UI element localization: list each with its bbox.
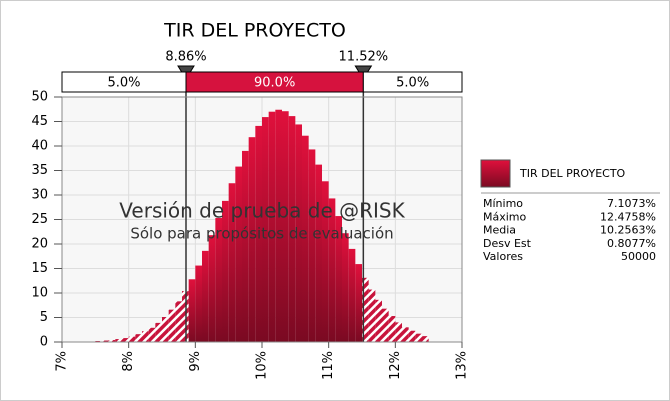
stat-value: 50000 — [621, 250, 656, 263]
bar — [402, 327, 409, 342]
bar — [322, 181, 329, 342]
bar — [228, 183, 236, 342]
bar — [328, 198, 336, 342]
region-band — [362, 71, 463, 93]
stat-value: 12.4758% — [600, 210, 656, 223]
y-tick-label: 15 — [31, 261, 48, 276]
stat-label: Desv Est — [483, 237, 532, 250]
bar — [315, 164, 322, 342]
x-tick-label: 13% — [455, 351, 470, 380]
bar — [355, 264, 362, 342]
y-tick-label: 30 — [31, 188, 48, 203]
bar — [282, 111, 289, 343]
y-tick-label: 25 — [31, 212, 48, 227]
bar — [122, 338, 129, 342]
bar — [308, 149, 316, 342]
delimiter-label: 8.86% — [165, 50, 206, 65]
bar — [368, 289, 376, 342]
bar — [382, 308, 389, 342]
legend-swatch — [480, 159, 511, 188]
x-tick-label: 11% — [321, 351, 336, 380]
y-tick-label: 40 — [31, 139, 48, 154]
bar — [108, 340, 116, 342]
bar — [235, 166, 242, 342]
x-tick-label: 10% — [255, 351, 270, 380]
watermark: Sólo para propósitos de evaluación — [130, 225, 393, 243]
chart-title: TIR DEL PROYECTO — [163, 20, 346, 42]
x-tick-label: 9% — [188, 351, 203, 372]
region-label: 5.0% — [107, 76, 140, 91]
bar — [262, 117, 269, 342]
watermark: Versión de prueba de @RISK — [119, 199, 405, 223]
x-tick-label: 12% — [388, 351, 403, 380]
stat-value: 7.1073% — [607, 197, 656, 210]
bar — [295, 124, 302, 342]
bar — [188, 279, 196, 342]
bar — [115, 339, 122, 342]
bar — [135, 334, 142, 342]
bar — [202, 250, 209, 342]
stat-label: Mínimo — [483, 197, 523, 210]
bar — [148, 327, 156, 342]
bar — [155, 322, 162, 342]
bar — [242, 150, 249, 342]
bar — [275, 109, 282, 343]
y-tick-label: 0 — [40, 335, 48, 350]
y-tick-label: 10 — [31, 286, 48, 301]
bar — [162, 317, 169, 342]
stat-label: Media — [483, 224, 516, 237]
x-tick-label: 7% — [55, 351, 70, 372]
bar — [215, 218, 222, 342]
bar — [208, 235, 216, 342]
bar — [288, 116, 296, 342]
bar — [175, 301, 182, 342]
bar — [335, 216, 342, 342]
bar — [168, 309, 176, 342]
bar — [388, 316, 396, 342]
bar — [222, 200, 229, 342]
stat-label: Valores — [483, 250, 523, 263]
region-label: 5.0% — [396, 76, 429, 91]
bar — [415, 333, 422, 342]
bar — [302, 135, 309, 342]
bar — [408, 330, 416, 342]
legend-label: TIR DEL PROYECTO — [519, 167, 626, 180]
y-tick-label: 35 — [31, 163, 48, 178]
bar — [102, 340, 109, 342]
bar — [342, 233, 349, 342]
bar — [422, 336, 429, 342]
x-tick-label: 8% — [121, 351, 136, 372]
bar — [248, 137, 256, 342]
region-label: 90.0% — [254, 76, 295, 91]
bar — [362, 277, 369, 342]
stat-value: 10.2563% — [600, 224, 656, 237]
bar — [142, 331, 149, 342]
bar — [268, 111, 276, 342]
bar — [375, 299, 382, 342]
bar — [128, 336, 136, 342]
delimiter-label: 11.52% — [339, 50, 389, 65]
bar — [255, 125, 262, 342]
bar — [395, 322, 402, 342]
stat-value: 0.8077% — [607, 237, 656, 250]
y-tick-label: 5 — [40, 310, 48, 325]
bar — [348, 248, 356, 342]
y-tick-label: 50 — [31, 90, 48, 105]
bar — [195, 265, 202, 342]
y-tick-label: 45 — [31, 114, 48, 129]
y-tick-label: 20 — [31, 237, 48, 252]
stat-label: Máximo — [483, 210, 527, 223]
